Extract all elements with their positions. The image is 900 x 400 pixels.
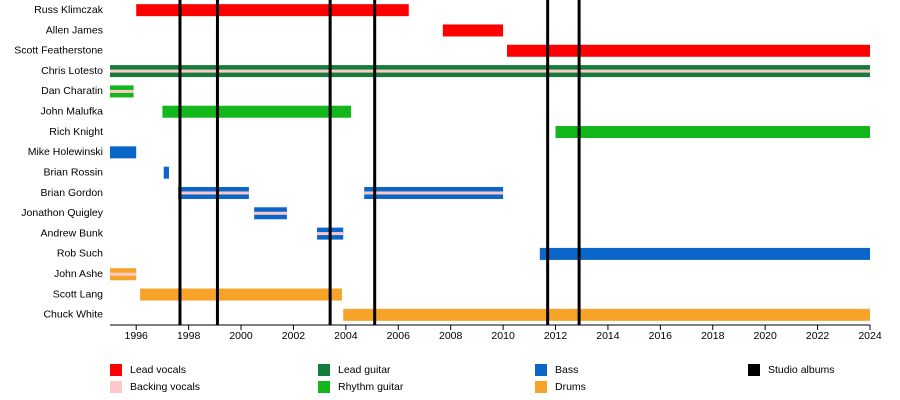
member-name: Jonathon Quigley [21,207,103,219]
member-bar [162,105,352,118]
x-tick-label: 2020 [753,330,777,342]
legend-swatch [318,381,330,393]
x-tick-label: 2018 [701,330,725,342]
member-name: John Malufka [41,106,104,118]
x-tick-label: 2000 [229,330,253,342]
legend-label: Backing vocals [130,381,200,393]
backing-stripe [110,272,137,276]
member-name: Rob Such [57,248,103,260]
backing-stripe [110,69,870,73]
member-bar [136,4,409,17]
x-tick-label: 2002 [282,330,306,342]
member-name: Chris Lotesto [41,65,103,77]
legend-swatch [748,364,760,376]
member-bar [539,247,870,260]
legend-swatch [535,364,547,376]
backing-stripe [110,89,134,93]
x-tick-label: 2024 [858,330,882,342]
x-tick-label: 2006 [387,330,411,342]
member-name: Scott Featherstone [14,45,103,57]
member-bar [140,288,342,301]
member-name: Chuck White [43,309,103,321]
x-tick-label: 2012 [544,330,568,342]
x-tick-label: 2004 [334,330,358,342]
x-tick-label: 2008 [439,330,463,342]
member-bar [555,126,870,139]
member-name: Allen James [46,24,103,36]
x-tick-label: 1996 [125,330,149,342]
member-name: Brian Gordon [41,187,104,199]
backing-stripe [254,211,287,215]
member-name: Rich Knight [49,126,103,138]
backing-stripe [178,191,249,195]
member-name: Dan Charatin [41,85,103,97]
x-tick-label: 1998 [177,330,201,342]
member-bar [442,24,504,37]
legend-swatch [110,364,122,376]
legend-label: Bass [555,364,578,376]
member-name: Brian Rossin [43,166,103,178]
legend-label: Rhythm guitar [338,381,404,393]
x-tick-label: 2016 [649,330,673,342]
member-name: John Ashe [54,268,103,280]
member-name: Andrew Bunk [41,227,104,239]
legend-swatch [535,381,547,393]
x-tick-label: 2022 [806,330,830,342]
x-tick-label: 2014 [596,330,620,342]
member-name: Russ Klimczak [34,4,104,16]
x-tick-label: 2010 [491,330,515,342]
legend-label: Lead vocals [130,364,186,376]
legend-label: Drums [555,381,586,393]
member-bar [343,308,870,321]
backing-stripe [364,191,504,195]
member-bar [110,146,137,159]
member-bar [163,166,169,179]
legend-label: Studio albums [768,364,835,376]
member-bar [507,44,870,57]
member-name: Scott Lang [53,288,103,300]
member-name: Mike Holewinski [28,146,103,158]
legend-swatch [318,364,330,376]
legend-label: Lead guitar [338,364,391,376]
legend-swatch [110,381,122,393]
